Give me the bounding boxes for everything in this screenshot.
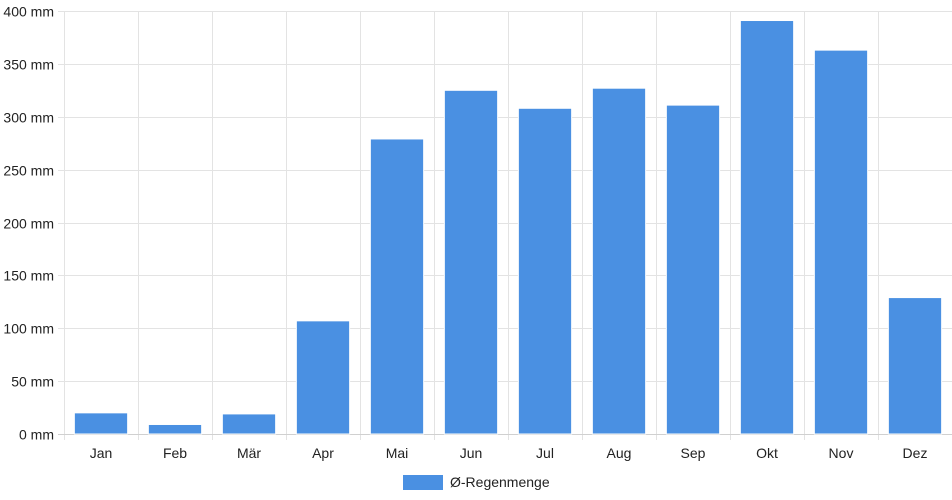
- y-tick-label: 100 mm: [3, 321, 54, 337]
- grid-lines: [58, 11, 952, 440]
- x-tick-label: Mai: [386, 445, 409, 461]
- legend-label[interactable]: Ø-Regenmenge: [450, 474, 550, 490]
- legend[interactable]: Ø-Regenmenge: [403, 474, 550, 490]
- y-axis-ticks: 0 mm 50 mm 100 mm 150 mm 200 mm 250 mm 300 mm 3…: [3, 4, 54, 443]
- y-tick-label: 50 mm: [11, 374, 54, 390]
- y-tick-label: 350 mm: [3, 57, 54, 73]
- bar-okt: [739, 20, 795, 435]
- x-tick-label: Feb: [163, 445, 187, 461]
- x-tick-label: Jun: [460, 445, 483, 461]
- bar-jan: [73, 412, 129, 435]
- x-tick-label: Aug: [607, 445, 632, 461]
- x-tick-label: Sep: [681, 445, 706, 461]
- y-tick-label: 250 mm: [3, 163, 54, 179]
- bar-mai: [369, 138, 425, 435]
- x-tick-label: Apr: [312, 445, 334, 461]
- y-tick-label: 200 mm: [3, 216, 54, 232]
- x-tick-label: Mär: [237, 445, 261, 461]
- y-tick-label: 150 mm: [3, 268, 54, 284]
- bar-apr: [295, 320, 351, 435]
- legend-swatch[interactable]: [403, 475, 443, 490]
- x-tick-label: Okt: [756, 445, 778, 461]
- bar-jul: [517, 107, 573, 435]
- x-axis-ticks: Jan Feb Mär Apr Mai Jun Jul Aug Sep Okt Nov Dez: [90, 445, 928, 461]
- bar-feb: [147, 423, 203, 435]
- bar-jun: [443, 89, 499, 435]
- bar-aug: [591, 87, 647, 435]
- bar-dez: [887, 297, 943, 435]
- bar-mär: [221, 413, 277, 435]
- y-tick-label: 300 mm: [3, 110, 54, 126]
- bar-nov: [813, 49, 869, 435]
- x-tick-label: Nov: [829, 445, 854, 461]
- x-tick-label: Jan: [90, 445, 113, 461]
- bar-sep: [665, 104, 721, 435]
- bar-series: [73, 20, 943, 435]
- x-tick-label: Jul: [536, 445, 554, 461]
- y-tick-label: 0 mm: [19, 427, 54, 443]
- y-tick-label: 400 mm: [3, 4, 54, 20]
- x-tick-label: Dez: [903, 445, 928, 461]
